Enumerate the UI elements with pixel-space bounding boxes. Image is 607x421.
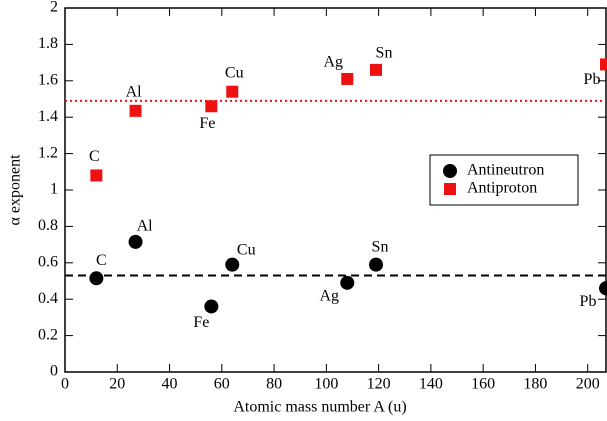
y-tick-label: 1.6 — [38, 71, 58, 88]
point-label: Fe — [193, 314, 209, 331]
y-tick-label: 1.4 — [38, 108, 58, 125]
data-point — [89, 271, 104, 286]
point-label: Ag — [323, 54, 343, 71]
x-tick-label: 20 — [109, 376, 125, 393]
y-tick-label: 0.8 — [38, 217, 58, 234]
point-label: C — [96, 252, 107, 269]
legend-label: Antiproton — [467, 180, 537, 197]
point-label: Fe — [199, 115, 215, 132]
x-tick-label: 60 — [214, 376, 230, 393]
y-tick-label: 0.2 — [38, 326, 58, 343]
data-point — [600, 58, 607, 71]
x-tick-label: 120 — [367, 376, 391, 393]
x-tick-label: 80 — [266, 376, 282, 393]
legend-marker — [444, 183, 456, 195]
data-point — [599, 281, 607, 296]
point-label: Al — [126, 84, 143, 101]
y-tick-label: 1.2 — [38, 144, 58, 161]
x-tick-label: 40 — [162, 376, 178, 393]
data-point — [90, 169, 103, 182]
data-point — [129, 104, 142, 117]
y-tick-label: 0.6 — [38, 253, 58, 270]
data-point — [204, 299, 219, 314]
legend-box — [429, 154, 579, 206]
x-axis-label: Atomic mass number A (u) — [233, 399, 406, 416]
x-tick-label: 0 — [61, 376, 69, 393]
point-label: Sn — [372, 238, 389, 255]
point-label: Pb — [584, 71, 601, 88]
point-label: Sn — [376, 45, 393, 62]
legend-label: Antineutron — [467, 162, 544, 179]
x-tick-label: 200 — [576, 376, 600, 393]
data-point — [341, 72, 354, 85]
data-point — [340, 275, 355, 290]
data-point — [205, 100, 218, 113]
y-axis-label: α exponent — [7, 154, 24, 226]
data-point — [225, 257, 240, 272]
point-label: Pb — [580, 293, 597, 310]
x-tick-label: 140 — [419, 376, 443, 393]
point-label: Al — [137, 218, 154, 235]
y-tick-label: 1 — [50, 181, 58, 198]
data-point — [128, 234, 143, 249]
point-label: Cu — [225, 64, 244, 81]
data-point — [370, 63, 383, 76]
point-label: Cu — [237, 241, 256, 258]
point-label: C — [89, 148, 100, 165]
y-tick-label: 0.4 — [38, 290, 58, 307]
point-label: Ag — [319, 287, 339, 304]
y-tick-label: 0 — [50, 363, 58, 380]
y-tick-label: 1.8 — [38, 35, 58, 52]
legend-marker — [443, 164, 457, 178]
x-tick-label: 160 — [471, 376, 495, 393]
y-tick-label: 2 — [50, 0, 58, 16]
data-point — [369, 257, 384, 272]
data-point — [226, 85, 239, 98]
x-tick-label: 100 — [314, 376, 338, 393]
x-tick-label: 180 — [523, 376, 547, 393]
